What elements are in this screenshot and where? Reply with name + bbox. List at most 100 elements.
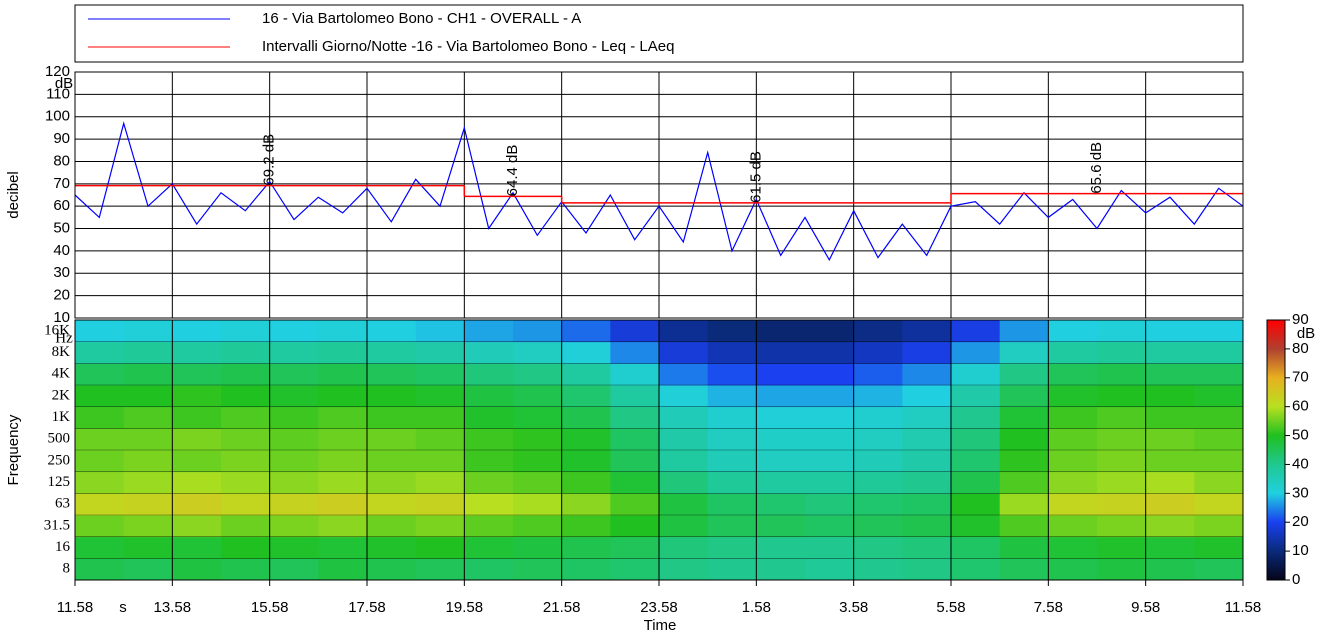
- heatmap-cell: [318, 515, 368, 538]
- heatmap-cell: [1048, 320, 1098, 343]
- heatmap-cell: [464, 406, 514, 429]
- value-label: 64.4 dB: [504, 145, 521, 197]
- heatmap-cell: [951, 341, 1001, 364]
- y-tick-label: 63: [55, 496, 70, 512]
- value-label: 69.2 dB: [261, 134, 278, 186]
- heatmap-cell: [269, 341, 319, 364]
- heatmap-cell: [1194, 341, 1244, 364]
- y-axis-label: Frequency: [5, 414, 22, 485]
- heatmap-cell: [902, 341, 952, 364]
- heatmap-cell: [123, 515, 173, 538]
- heatmap-cell: [415, 341, 465, 364]
- heatmap-cell: [707, 515, 757, 538]
- heatmap-cell: [513, 341, 563, 364]
- x-tick-label: 7.58: [1034, 599, 1063, 616]
- heatmap-cell: [610, 428, 660, 451]
- heatmap-cell: [999, 363, 1049, 386]
- heatmap-cell: [1194, 406, 1244, 429]
- y-tick-label: 16: [55, 539, 71, 555]
- heatmap-cell: [1097, 363, 1147, 386]
- heatmap-cell: [172, 363, 222, 386]
- heatmap-cell: [513, 320, 563, 343]
- heatmap-cell: [659, 493, 709, 516]
- heatmap-cell: [464, 450, 514, 473]
- heatmap-cell: [707, 428, 757, 451]
- heatmap-cell: [1145, 320, 1195, 343]
- heatmap-cell: [756, 471, 806, 494]
- x-tick-label: 9.58: [1131, 599, 1160, 616]
- heatmap-cell: [999, 320, 1049, 343]
- heatmap-cell: [75, 341, 125, 364]
- heatmap-cell: [951, 558, 1001, 581]
- heatmap-cell: [415, 320, 465, 343]
- heatmap-cell: [75, 536, 125, 559]
- colorbar-tick-label: 50: [1292, 427, 1309, 444]
- heatmap-cell: [75, 493, 125, 516]
- heatmap-cell: [318, 558, 368, 581]
- heatmap-cell: [561, 428, 611, 451]
- heatmap-cell: [269, 471, 319, 494]
- heatmap-cell: [707, 385, 757, 408]
- heatmap-cell: [513, 406, 563, 429]
- heatmap-cell: [1097, 320, 1147, 343]
- heatmap-cell: [1194, 363, 1244, 386]
- heatmap-cell: [902, 406, 952, 429]
- heatmap-cell: [367, 406, 417, 429]
- heatmap-cell: [853, 558, 903, 581]
- heatmap-cell: [853, 428, 903, 451]
- heatmap-cell: [123, 471, 173, 494]
- heatmap-cell: [172, 515, 222, 538]
- heatmap-cell: [756, 385, 806, 408]
- heatmap-cell: [123, 558, 173, 581]
- heatmap-cell: [221, 536, 271, 559]
- heatmap-cell: [464, 320, 514, 343]
- heatmap-cell: [318, 428, 368, 451]
- heatmap-cell: [805, 428, 855, 451]
- heatmap-cell: [1194, 471, 1244, 494]
- heatmap-cell: [172, 471, 222, 494]
- y-axis-label: decibel: [5, 171, 22, 219]
- heatmap-cell: [561, 341, 611, 364]
- heatmap-cell: [610, 536, 660, 559]
- heatmap-cell: [999, 471, 1049, 494]
- heatmap-cell: [756, 536, 806, 559]
- heatmap-cell: [756, 341, 806, 364]
- heatmap-cell: [756, 450, 806, 473]
- heatmap-cell: [951, 493, 1001, 516]
- x-tick-label: 19.58: [446, 599, 484, 616]
- plot-frame: [74, 319, 1244, 581]
- heatmap-cell: [1145, 450, 1195, 473]
- heatmap-cell: [999, 385, 1049, 408]
- heatmap-cell: [902, 536, 952, 559]
- colorbar: [1266, 319, 1286, 581]
- y-tick-label: 20: [53, 287, 70, 304]
- heatmap-cell: [951, 320, 1001, 343]
- heatmap-cell: [318, 471, 368, 494]
- heatmap-cell: [1048, 406, 1098, 429]
- heatmap-cell: [318, 493, 368, 516]
- heatmap-cell: [367, 363, 417, 386]
- heatmap-cell: [756, 493, 806, 516]
- heatmap-cell: [707, 493, 757, 516]
- heatmap-cell: [172, 536, 222, 559]
- heatmap-cell: [951, 536, 1001, 559]
- heatmap-cell: [221, 450, 271, 473]
- heatmap-cell: [1048, 363, 1098, 386]
- colorbar-tick-label: 30: [1292, 484, 1309, 501]
- heatmap-cell: [561, 558, 611, 581]
- value-label: 65.6 dB: [1088, 142, 1105, 194]
- heatmap-cell: [707, 536, 757, 559]
- heatmap-cell: [75, 385, 125, 408]
- heatmap-cell: [75, 471, 125, 494]
- heatmap-cell: [75, 450, 125, 473]
- heatmap-cell: [513, 558, 563, 581]
- heatmap-cell: [1048, 385, 1098, 408]
- heatmap-cell: [269, 385, 319, 408]
- heatmap-cell: [415, 536, 465, 559]
- heatmap-cell: [1194, 493, 1244, 516]
- heatmap-cell: [805, 385, 855, 408]
- heatmap-cell: [1097, 341, 1147, 364]
- heatmap-cell: [707, 341, 757, 364]
- heatmap-cell: [269, 558, 319, 581]
